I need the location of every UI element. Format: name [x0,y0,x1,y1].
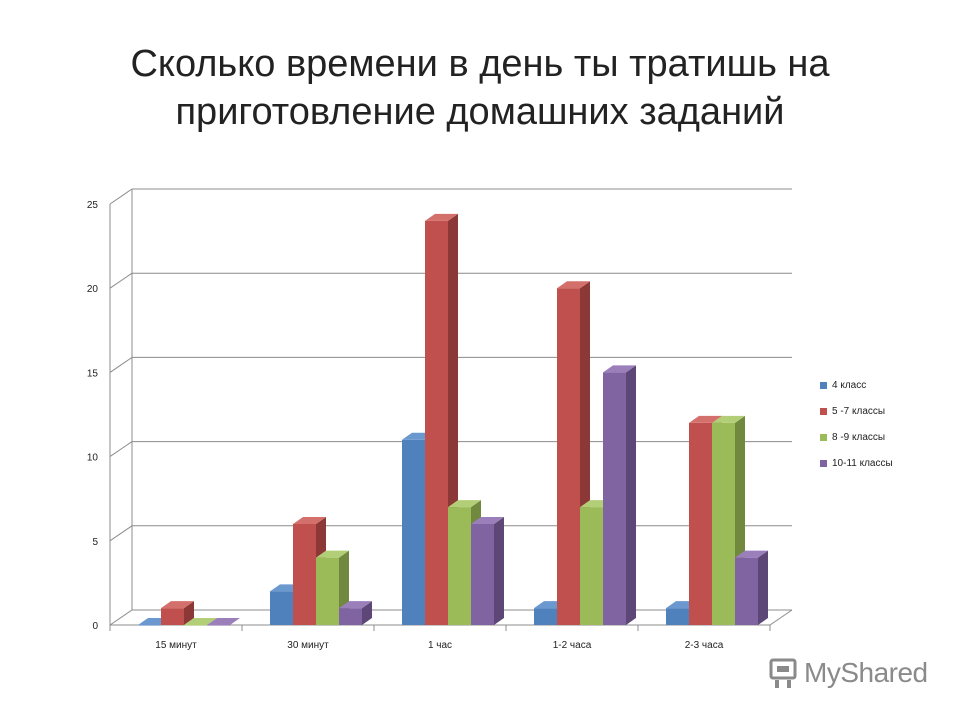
gridline-side [109,441,133,458]
watermark: MyShared [768,656,928,690]
legend-swatch [820,459,827,467]
legend-item-10-11-klassy: 10-11 классы [820,450,893,476]
bar [471,516,504,625]
floor-edge [769,609,793,626]
y-tick-label: 0 [92,621,98,632]
y-tick-label: 20 [87,284,99,295]
legend-label: 5 -7 классы [832,405,886,417]
bar [735,550,768,625]
gridline-side [109,609,133,626]
myshared-logo-icon [769,658,797,688]
watermark-text: MyShared [804,657,928,688]
chart-legend: 4 класс 5 -7 классы 8 -9 классы 10-11 кл… [820,372,893,476]
slide-title-line-1: Сколько времени в день ты тратишь на [130,43,830,85]
y-tick-label: 5 [92,537,98,548]
x-tick-label: 2-3 часа [685,640,724,651]
y-tick-label: 15 [87,368,99,379]
bar [207,618,240,626]
gridline-side [109,356,133,373]
bar [339,601,372,625]
x-tick-label: 15 минут [155,640,197,651]
gridline-side [109,525,133,542]
legend-swatch [820,433,827,441]
legend-item-8-9-klassy: 8 -9 классы [820,424,893,450]
gridline-side [109,272,133,289]
y-tick-label: 10 [87,453,99,464]
slide-title-line-2: приготовление домашних заданий [175,91,785,133]
legend-label: 10-11 классы [832,457,893,469]
legend-item-4-klass: 4 класс [820,372,893,398]
legend-swatch [820,407,827,415]
bar [184,618,217,626]
x-tick-label: 1-2 часа [553,640,592,651]
legend-swatch [820,381,827,389]
bar [161,601,194,625]
x-tick-label: 1 час [428,640,452,651]
legend-label: 8 -9 классы [832,431,886,443]
slide-title: Сколько времени в день ты тратишь на при… [0,40,960,136]
legend-label: 4 класс [832,379,867,391]
y-tick-label: 25 [87,200,99,211]
legend-item-5-7-klassy: 5 -7 классы [820,398,893,424]
bar [603,365,636,625]
x-tick-label: 30 минут [287,640,329,651]
gridline-side [109,188,133,205]
